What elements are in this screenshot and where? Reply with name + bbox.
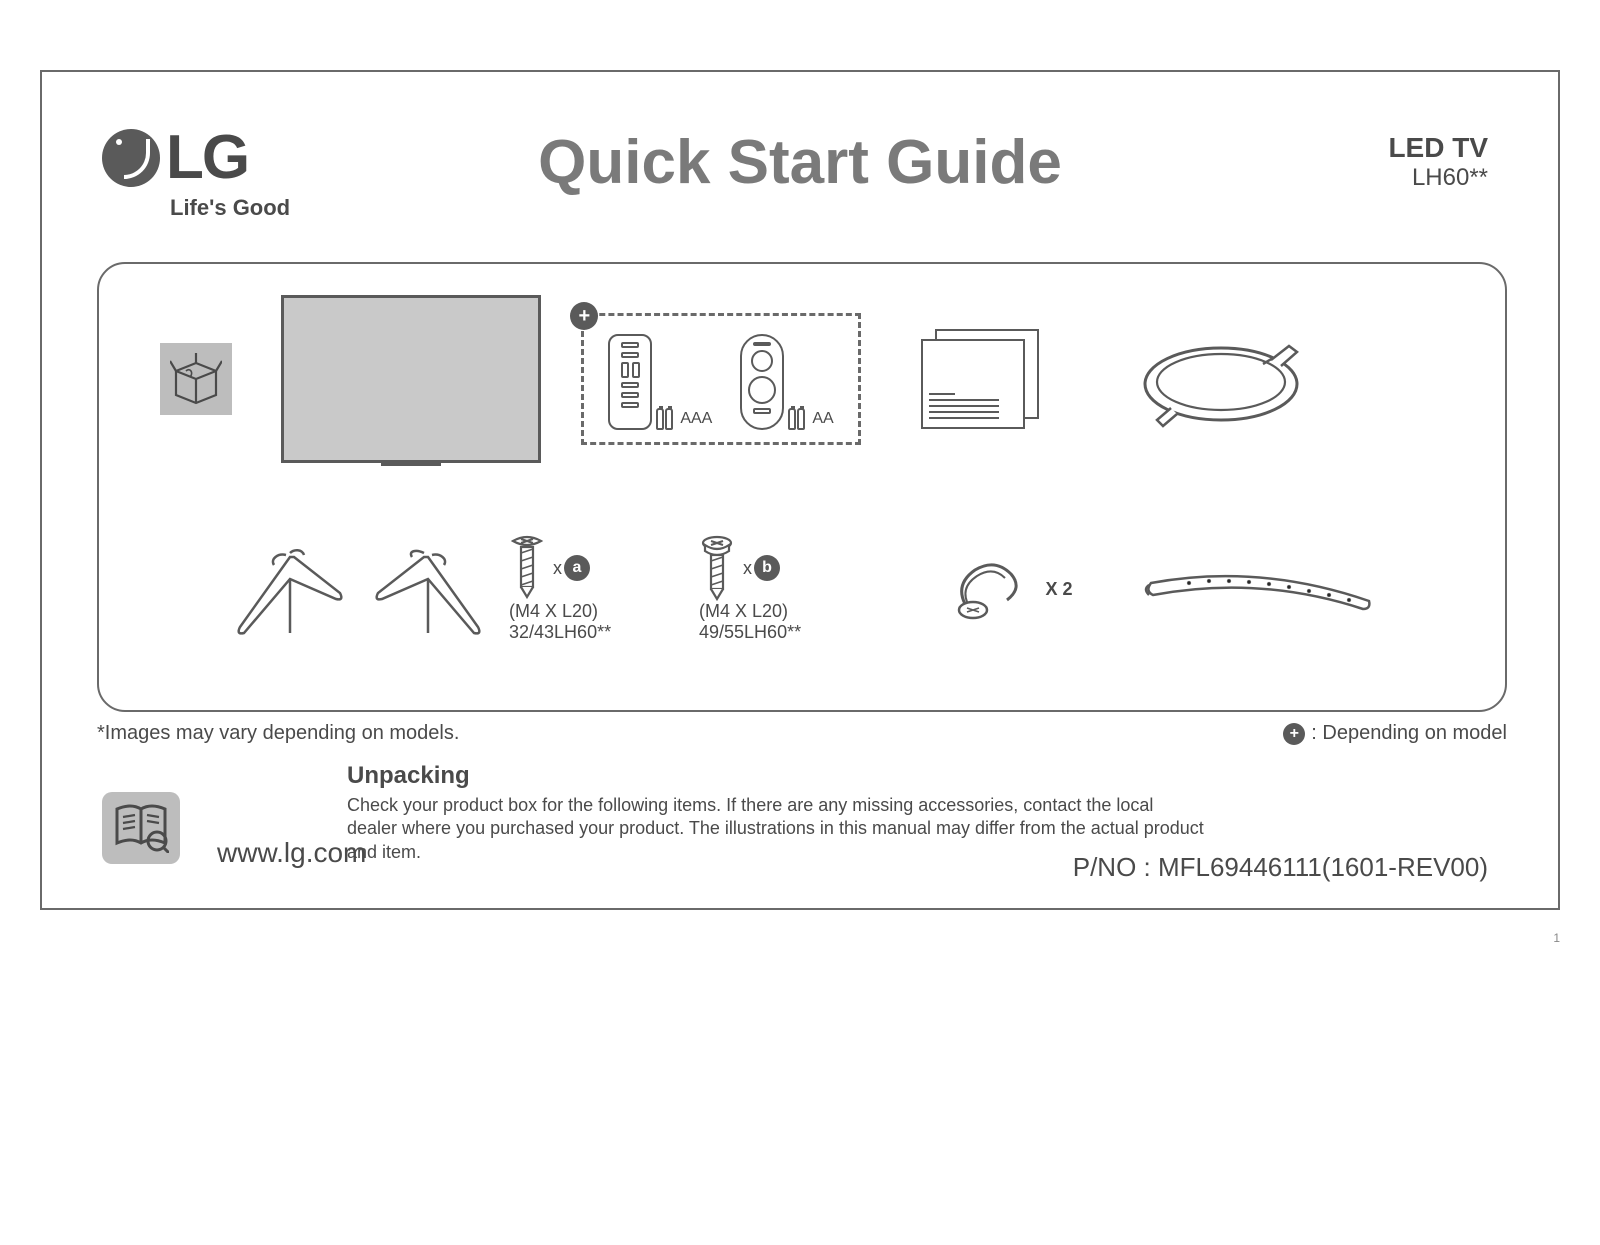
- screw-b-badge: x b: [743, 555, 780, 581]
- footnote-right: + : Depending on model: [1283, 722, 1507, 745]
- cable-holder-item: X 2: [899, 554, 1119, 624]
- screw-icon: [699, 535, 735, 601]
- screw-a-models: 32/43LH60**: [509, 622, 611, 643]
- screw-b-spec: (M4 X L20): [699, 601, 788, 622]
- screw-icon: [509, 535, 545, 601]
- open-box-icon: [160, 343, 232, 415]
- battery-icon: [656, 408, 674, 430]
- stand-leg-right-icon: [368, 539, 488, 639]
- screw-a-badge: x a: [553, 555, 590, 581]
- product-type-block: LED TV LH60**: [1388, 132, 1488, 192]
- open-box-item: [131, 343, 261, 415]
- badge-a: a: [564, 555, 590, 581]
- screw-b-item: x b (M4 X L20) 49/55LH60**: [699, 535, 899, 643]
- document-frame: LG Life's Good Quick Start Guide LED TV …: [40, 70, 1560, 910]
- document-title: Quick Start Guide: [538, 127, 1062, 198]
- unpacking-heading: Unpacking: [347, 762, 1207, 790]
- power-cable-item: [1091, 324, 1351, 434]
- website-url: www.lg.com: [217, 837, 366, 869]
- page-number: 1: [1553, 931, 1560, 945]
- lg-face-icon: [102, 129, 160, 187]
- unpacking-section: Unpacking Check your product box for the…: [347, 762, 1207, 864]
- header: LG Life's Good Quick Start Guide LED TV …: [42, 72, 1558, 252]
- magic-remote-icon: [740, 334, 784, 430]
- battery-label-aaa: AAA: [680, 410, 712, 428]
- brand-name: LG: [166, 122, 248, 193]
- plus-icon: +: [570, 302, 598, 330]
- screw-a-spec: (M4 X L20): [509, 601, 598, 622]
- battery-icon: [788, 408, 806, 430]
- brand-tagline: Life's Good: [170, 195, 290, 221]
- cable-holder-qty: X 2: [1045, 579, 1072, 600]
- plus-icon: +: [1283, 723, 1305, 745]
- part-number: P/NO : MFL69446111(1601-REV00): [1073, 852, 1488, 883]
- cable-strap-icon: [1139, 561, 1379, 617]
- cable-holder-icon: [945, 554, 1035, 624]
- cable-strap-item: [1119, 561, 1399, 617]
- accessories-panel: + AAA: [97, 262, 1507, 712]
- accessories-row-2: x a (M4 X L20) 32/43LH60**: [99, 494, 1505, 684]
- screw-a-item: x a (M4 X L20) 32/43LH60**: [509, 535, 699, 643]
- footnote-row: *Images may vary depending on models. + …: [97, 722, 1507, 745]
- remotes-item: + AAA: [561, 313, 881, 445]
- accessories-row-1: + AAA: [99, 284, 1505, 474]
- standard-remote: AAA: [608, 334, 712, 430]
- magic-remote: AA: [740, 334, 833, 430]
- product-model: LH60**: [1388, 164, 1488, 192]
- tv-icon: [281, 295, 541, 463]
- manual-icon: [921, 329, 1051, 429]
- power-cable-icon: [1131, 324, 1311, 434]
- stand-leg-left-icon: [230, 539, 350, 639]
- battery-label-aa: AA: [812, 410, 833, 428]
- product-type: LED TV: [1388, 132, 1488, 164]
- manual-reference-icon: [102, 792, 180, 864]
- remote-icon: [608, 334, 652, 430]
- footnote-right-text: : Depending on model: [1311, 722, 1507, 745]
- footnote-left: *Images may vary depending on models.: [97, 722, 459, 745]
- optional-accessory-group: + AAA: [581, 313, 860, 445]
- badge-b: b: [754, 555, 780, 581]
- brand-logo: LG Life's Good: [102, 122, 290, 221]
- manual-item: [881, 329, 1091, 429]
- stand-legs-item: [209, 539, 509, 639]
- screw-b-models: 49/55LH60**: [699, 622, 801, 643]
- tv-item: [261, 295, 561, 463]
